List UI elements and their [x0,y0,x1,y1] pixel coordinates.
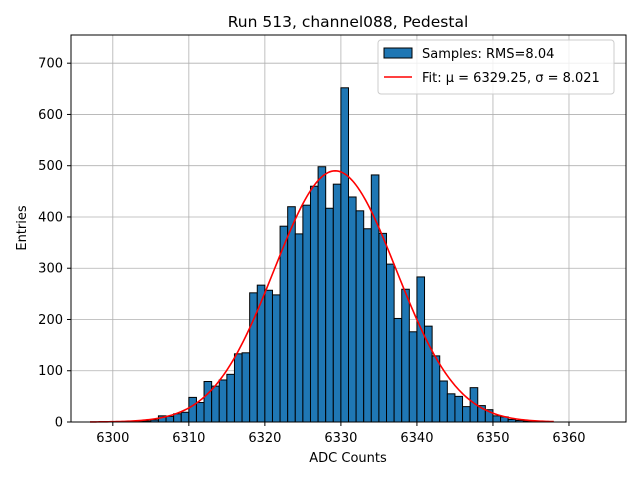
histogram-bar [492,415,502,423]
y-tick-label: 300 [38,262,63,277]
fit-curve-layer [90,170,554,423]
y-tick-label: 100 [38,364,63,379]
legend-histogram-label: Samples: RMS=8.04 [422,47,554,62]
histogram-bar [416,276,426,423]
y-tick-label: 500 [38,159,63,174]
histogram-bar [454,395,464,423]
histogram-bar [264,289,273,423]
histogram-bar [446,393,456,423]
histogram-bar [378,232,388,423]
histogram-bar [294,233,304,423]
histogram-bar [165,415,175,423]
histogram-bar [363,228,372,423]
histogram-bar [401,288,410,423]
histogram-bar [332,183,342,423]
histogram-bar [233,353,243,423]
y-tick-label: 200 [38,313,63,328]
legend: Samples: RMS=8.04 Fit: μ = 6329.25, σ = … [377,39,615,95]
histogram-bar [439,380,448,423]
histogram-bar [173,413,182,423]
y-tick-label: 400 [38,210,63,225]
x-tick-label: 6350 [476,431,509,446]
histogram-bar [317,166,327,423]
histogram-bar [408,331,418,423]
fit-curve [90,170,554,423]
chart-title: Run 513, channel088, Pedestal [228,13,469,31]
histogram-bar [325,207,334,423]
histogram-bar [424,325,433,423]
histogram-bar [340,87,349,423]
histogram-bar [271,294,281,423]
legend-box [377,39,615,95]
histogram-bar [211,385,220,423]
y-axis-title: Entries [15,205,30,251]
histogram-bar [348,196,357,423]
histogram-bar [226,373,235,423]
y-tick-label: 0 [55,416,63,431]
histogram-bar [287,206,296,423]
histogram-bar [203,381,213,423]
x-tick-label: 6320 [248,431,281,446]
histogram-bar [195,402,205,423]
x-tick-label: 6310 [172,431,205,446]
histogram-bar [462,406,471,423]
histogram-bar [218,379,228,423]
legend-histogram-swatch [383,47,413,59]
plot-frame [70,34,627,423]
histogram-bar [279,225,289,423]
legend-fit-label: Fit: μ = 6329.25, σ = 8.021 [422,71,600,86]
histogram-bar [386,263,395,423]
x-tick-label: 6340 [400,431,433,446]
x-tick-label: 6300 [96,431,129,446]
histogram-bar [180,411,190,423]
histogram-bar [355,210,365,423]
x-tick-label: 6330 [324,431,357,446]
histogram-bar [309,185,319,423]
x-tick-label: 6360 [552,431,585,446]
histogram-bar [188,396,197,423]
histogram-bar [431,355,441,423]
histogram-bar [302,204,311,423]
histogram-bar [393,317,403,423]
y-tick-label: 700 [38,57,63,72]
histogram-bar [241,352,251,423]
axis-ticks: 6300 6310 6320 6330 6340 6350 6360 0 100 200 300 40… [38,57,585,446]
x-axis-title: ADC Counts [309,451,387,466]
y-tick-label: 600 [38,108,63,123]
histogram-bar [256,284,266,423]
